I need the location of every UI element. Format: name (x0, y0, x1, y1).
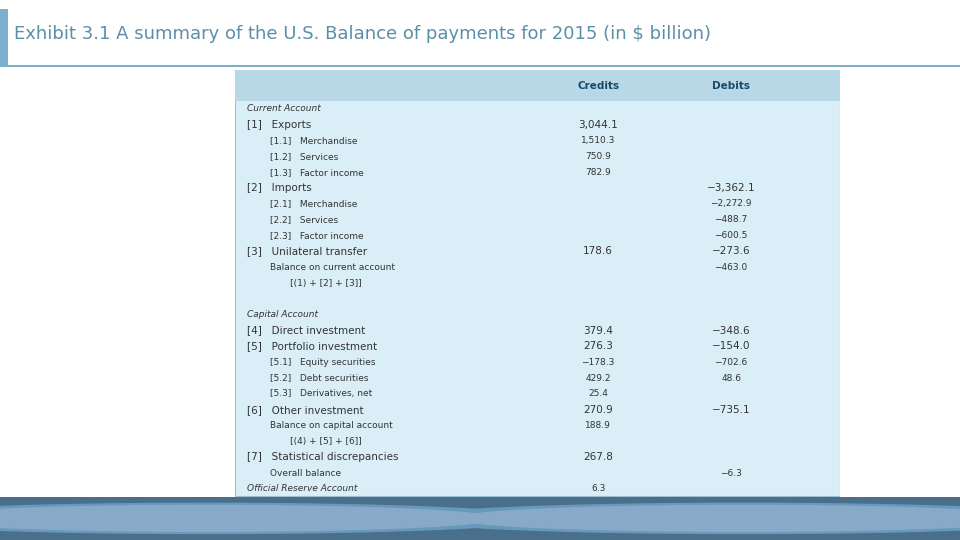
Text: −178.3: −178.3 (582, 357, 614, 367)
FancyBboxPatch shape (0, 9, 8, 66)
Text: 270.9: 270.9 (584, 404, 612, 415)
Text: [5]   Portfolio investment: [5] Portfolio investment (248, 341, 377, 352)
Text: 25.4: 25.4 (588, 389, 608, 399)
Text: 267.8: 267.8 (583, 452, 613, 462)
Text: 188.9: 188.9 (586, 421, 611, 430)
Text: Dr. Yaqoub Alabdullah: Dr. Yaqoub Alabdullah (14, 514, 136, 523)
Text: 6: 6 (915, 505, 922, 516)
Text: [2.3]   Factor income: [2.3] Factor income (248, 231, 364, 240)
FancyBboxPatch shape (235, 70, 840, 101)
Text: Balance on capital account: Balance on capital account (248, 421, 393, 430)
Text: 178.6: 178.6 (583, 246, 613, 256)
Text: [1.1]   Merchandise: [1.1] Merchandise (248, 136, 358, 145)
Text: −702.6: −702.6 (714, 357, 748, 367)
Text: 1,510.3: 1,510.3 (581, 136, 615, 145)
Text: [3]   Unilateral transfer: [3] Unilateral transfer (248, 246, 368, 256)
Text: −600.5: −600.5 (714, 231, 748, 240)
Text: [2.1]   Merchandise: [2.1] Merchandise (248, 199, 358, 208)
Text: −154.0: −154.0 (712, 341, 751, 352)
Text: [5.3]   Derivatives, net: [5.3] Derivatives, net (248, 389, 372, 399)
Text: 782.9: 782.9 (586, 168, 611, 177)
Text: −348.6: −348.6 (711, 326, 751, 335)
Text: Capital Account: Capital Account (248, 310, 319, 319)
Text: Exhibit 3.1 A summary of the U.S. Balance of payments for 2015 (in $ billion): Exhibit 3.1 A summary of the U.S. Balanc… (14, 25, 711, 43)
FancyBboxPatch shape (0, 65, 960, 68)
Text: Official Reserve Account: Official Reserve Account (248, 484, 358, 494)
FancyBboxPatch shape (0, 497, 960, 540)
Text: −735.1: −735.1 (711, 404, 751, 415)
Text: Kuwait University - College of Business Administration: Kuwait University - College of Business … (311, 512, 649, 525)
Circle shape (0, 505, 494, 531)
Text: [6]   Other investment: [6] Other investment (248, 404, 364, 415)
Text: [4]   Direct investment: [4] Direct investment (248, 326, 366, 335)
Circle shape (408, 503, 960, 534)
Text: [1]   Exports: [1] Exports (248, 120, 312, 130)
Text: Overall balance: Overall balance (248, 469, 342, 477)
Text: 276.3: 276.3 (583, 341, 613, 352)
Text: Balance on current account: Balance on current account (248, 262, 396, 272)
Text: [1.3]   Factor income: [1.3] Factor income (248, 168, 364, 177)
Text: [5.1]   Equity securities: [5.1] Equity securities (248, 357, 375, 367)
Text: −3,362.1: −3,362.1 (707, 183, 756, 193)
Text: [2]   Imports: [2] Imports (248, 183, 312, 193)
Text: [2.2]   Services: [2.2] Services (248, 215, 339, 224)
Circle shape (456, 505, 960, 531)
Text: −273.6: −273.6 (711, 246, 751, 256)
Text: −488.7: −488.7 (714, 215, 748, 224)
Text: 379.4: 379.4 (583, 326, 613, 335)
Text: 48.6: 48.6 (721, 374, 741, 382)
FancyBboxPatch shape (235, 70, 840, 497)
Text: [(1) + [2] + [3]]: [(1) + [2] + [3]] (248, 279, 362, 287)
Text: 6.3: 6.3 (591, 484, 605, 494)
Text: −463.0: −463.0 (714, 262, 748, 272)
Circle shape (0, 503, 542, 534)
Text: [5.2]   Debt securities: [5.2] Debt securities (248, 374, 369, 382)
Text: [7]   Statistical discrepancies: [7] Statistical discrepancies (248, 452, 398, 462)
Text: Current Account: Current Account (248, 104, 321, 113)
Text: Credits: Credits (577, 80, 619, 91)
Text: −2,272.9: −2,272.9 (710, 199, 752, 208)
Text: [(4) + [5] + [6]]: [(4) + [5] + [6]] (248, 437, 362, 446)
Text: −6.3: −6.3 (720, 469, 742, 477)
Text: 429.2: 429.2 (586, 374, 611, 382)
Text: [1.2]   Services: [1.2] Services (248, 152, 339, 161)
Text: 3,044.1: 3,044.1 (578, 120, 618, 130)
Text: 750.9: 750.9 (586, 152, 611, 161)
Text: Debits: Debits (712, 80, 750, 91)
Text: © McGraw-Hill Inc.: © McGraw-Hill Inc. (836, 523, 922, 532)
